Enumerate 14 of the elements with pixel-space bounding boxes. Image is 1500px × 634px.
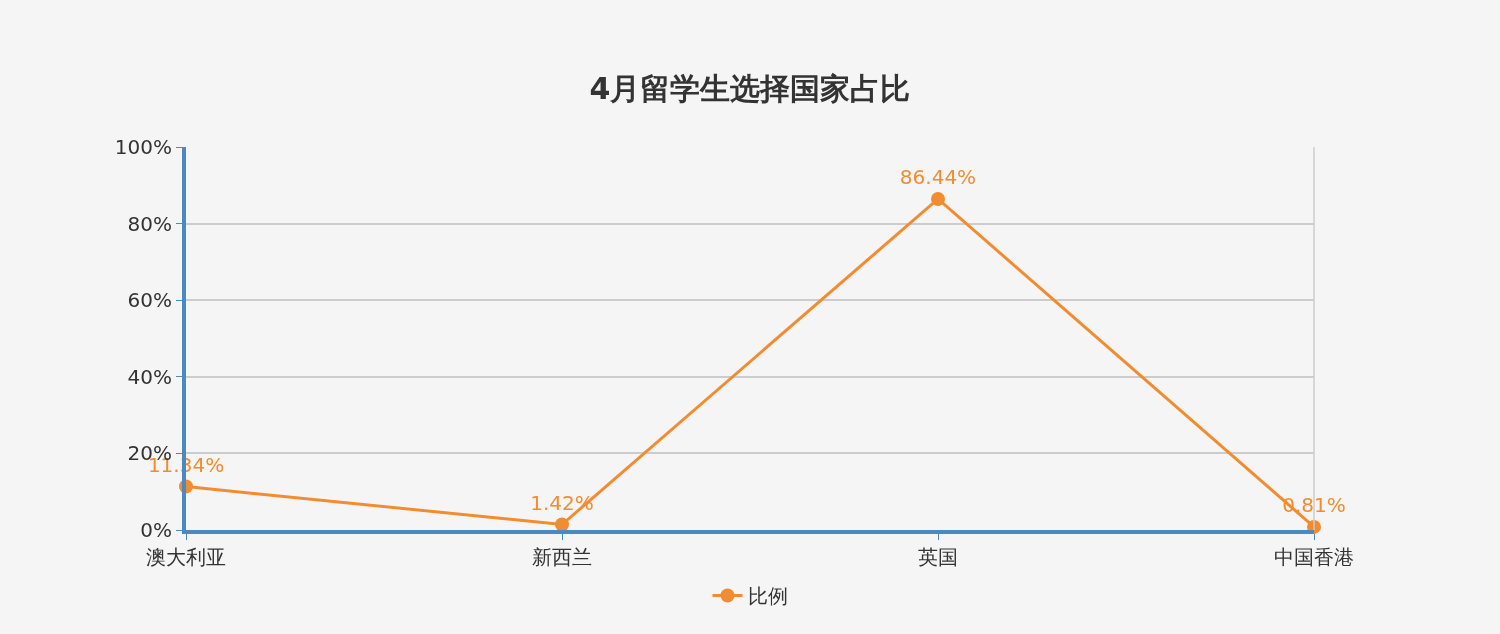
x-tick-label: 英国	[918, 545, 958, 569]
y-tick-label: 100%	[114, 135, 172, 159]
y-tick-label: 0%	[140, 518, 172, 542]
y-tick-label: 60%	[127, 288, 172, 313]
point	[555, 517, 569, 532]
x-tick-label: 澳大利亚	[146, 545, 226, 569]
data-label: 86.44%	[899, 165, 977, 190]
y-tick-label: 40%	[127, 364, 172, 389]
chart-title: 4月留学生选择国家占比	[589, 71, 911, 107]
y-tick-label: 80%	[127, 211, 172, 236]
point	[931, 191, 945, 206]
x-tick-label: 中国香港	[1274, 545, 1354, 569]
x-tick-label: 新西兰	[532, 545, 592, 569]
legend-label: 比例	[747, 584, 788, 609]
